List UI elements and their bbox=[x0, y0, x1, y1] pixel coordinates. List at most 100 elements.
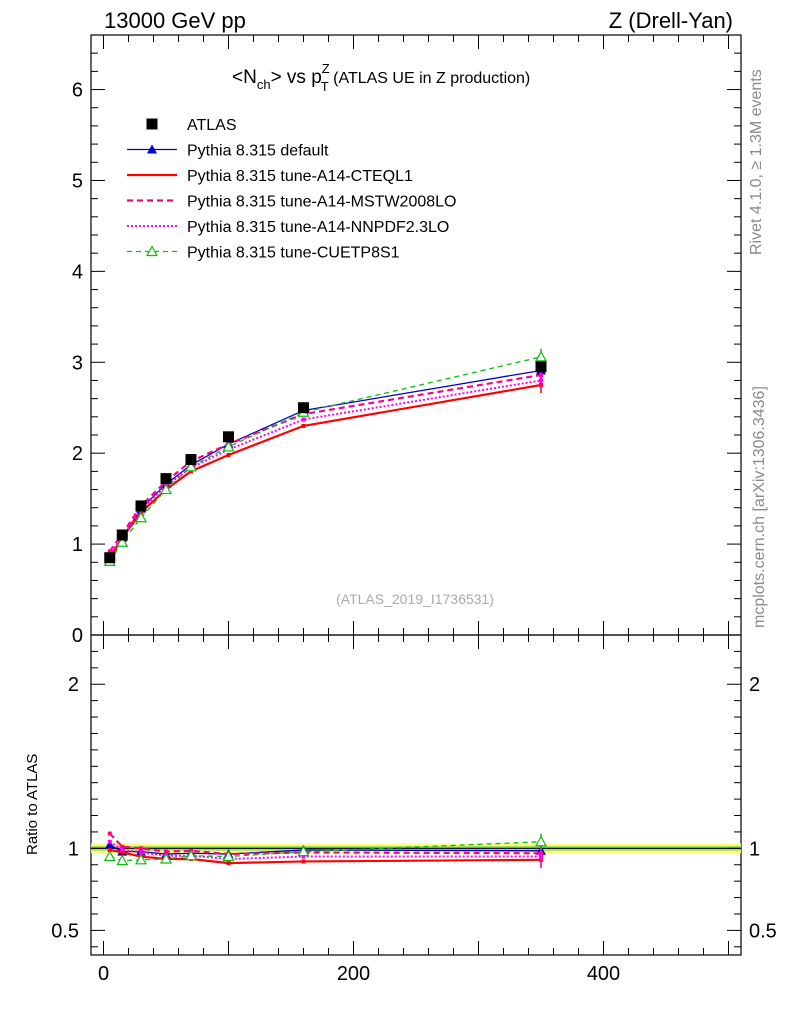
point-cteql1 bbox=[301, 423, 306, 428]
ratio-point-cuetp8s1 bbox=[534, 835, 548, 847]
legend-entry-cteql1: Pythia 8.315 tune-A14-CTEQL1 bbox=[127, 168, 413, 185]
ratio-point-nnpdf bbox=[107, 839, 112, 844]
legend-marker-cuetp8s1 bbox=[145, 245, 159, 257]
point-nnpdf bbox=[539, 378, 543, 383]
mcplots-label: mcplots.cern.ch [arXiv:1306.3436] bbox=[751, 386, 768, 628]
plot-title-b: > vs p bbox=[271, 67, 322, 88]
ratio-y-tick-label-right: 0.5 bbox=[749, 920, 777, 942]
ratio-point-mstw bbox=[120, 844, 125, 849]
point-cuetp8s1 bbox=[184, 460, 198, 472]
ratio-point-mstw bbox=[139, 846, 143, 851]
point-mstw bbox=[107, 549, 112, 554]
legend-entry-default: Pythia 8.315 default bbox=[127, 143, 329, 160]
ratio-point-cteql1 bbox=[301, 859, 306, 864]
point-data bbox=[223, 431, 234, 443]
main-y-tick-label: 3 bbox=[72, 352, 83, 374]
point-cuetp8s1 bbox=[134, 511, 148, 523]
ratio-point-mstw bbox=[107, 831, 112, 836]
point-data bbox=[160, 473, 172, 485]
analysis-watermark: (ATLAS_2019_I1736531) bbox=[336, 591, 494, 607]
main-y-tick-label: 2 bbox=[72, 443, 83, 465]
ratio-line-cuetp8s1 bbox=[109, 841, 542, 862]
header-right: Z (Drell-Yan) bbox=[609, 8, 733, 33]
ratio-point-cuetp8s1 bbox=[116, 854, 129, 866]
main-y-tick-label: 0 bbox=[72, 625, 83, 647]
ratio-point-mstw bbox=[164, 849, 168, 854]
main-y-tick-label: 4 bbox=[72, 261, 83, 283]
ratio-point-cteql1 bbox=[107, 847, 112, 852]
series-cteql1 bbox=[107, 377, 543, 561]
ratio-y-tick-label-right: 1 bbox=[749, 838, 760, 860]
ratio-point-default bbox=[104, 840, 115, 850]
plot-title-a-sub: ch bbox=[257, 77, 271, 92]
point-data bbox=[298, 402, 309, 414]
plot-title: <Nch> vs pZ T (ATLAS UE in Z production) bbox=[232, 61, 530, 94]
point-data bbox=[116, 529, 128, 541]
point-cteql1 bbox=[226, 453, 231, 457]
rivet-version-label: Rivet 4.1.0, ≥ 1.3M events bbox=[748, 69, 765, 255]
legend-label-default: Pythia 8.315 default bbox=[187, 143, 329, 160]
point-data bbox=[104, 552, 116, 564]
main-axes: 0 1 2 3 4 5 6 bbox=[72, 35, 741, 647]
ratio-point-cuetp8s1 bbox=[222, 850, 235, 862]
ratio-series-layer bbox=[103, 831, 548, 868]
ratio-point-cteql1 bbox=[120, 850, 125, 855]
legend-entry-nnpdf: Pythia 8.315 tune-A14-NNPDF2.3LO bbox=[127, 219, 449, 236]
point-cuetp8s1 bbox=[222, 440, 235, 452]
point-cuetp8s1 bbox=[159, 483, 173, 495]
main-y-tick-label: 1 bbox=[72, 534, 83, 556]
ratio-point-cteql1 bbox=[226, 861, 231, 866]
ratio-reference-band bbox=[91, 843, 741, 854]
point-cuetp8s1 bbox=[116, 536, 129, 547]
ratio-point-nnpdf bbox=[139, 850, 143, 855]
ratio-line-default bbox=[109, 844, 542, 855]
point-data bbox=[135, 500, 147, 512]
line-default bbox=[109, 369, 542, 557]
legend-label-cteql1: Pythia 8.315 tune-A14-CTEQL1 bbox=[187, 168, 413, 185]
plot-title-c: (ATLAS UE in Z production) bbox=[329, 70, 531, 87]
ratio-line-mstw bbox=[108, 832, 542, 856]
ratio-point-nnpdf bbox=[301, 854, 306, 859]
series-data bbox=[104, 361, 547, 564]
plot-title-b-sup: Z bbox=[322, 61, 330, 76]
ratio-y-tick-label-right: 2 bbox=[749, 674, 760, 696]
plot-title-a: <N bbox=[232, 67, 257, 88]
series-nnpdf bbox=[107, 372, 543, 557]
ratio-point-cuetp8s1 bbox=[134, 853, 148, 865]
ratio-line-nnpdf bbox=[109, 840, 541, 861]
legend-entry-cuetp8s1: Pythia 8.315 tune-CUETP8S1 bbox=[127, 245, 400, 262]
point-cuetp8s1 bbox=[534, 350, 548, 362]
main-y-tick-label: 5 bbox=[72, 170, 83, 192]
main-y-tick-label: 6 bbox=[72, 80, 83, 102]
ratio-x-tick-label: 400 bbox=[587, 963, 620, 985]
legend-label-data: ATLAS bbox=[187, 117, 237, 134]
ratio-x-tick-label: 200 bbox=[337, 963, 370, 985]
ratio-line-cteql1 bbox=[109, 848, 542, 865]
ratio-point-nnpdf bbox=[539, 854, 543, 859]
ratio-ylabel: Ratio to ATLAS bbox=[24, 754, 41, 855]
ratio-point-nnpdf bbox=[120, 847, 125, 852]
legend-label-cuetp8s1: Pythia 8.315 tune-CUETP8S1 bbox=[187, 245, 400, 262]
legend-marker-data bbox=[146, 118, 158, 130]
ratio-point-cuetp8s1 bbox=[103, 850, 116, 862]
legend-entry-data: ATLAS bbox=[146, 117, 237, 134]
header-left: 13000 GeV pp bbox=[104, 8, 246, 33]
ratio-y-tick-label-left: 2 bbox=[68, 674, 79, 696]
legend-label-mstw: Pythia 8.315 tune-A14-MSTW2008LO bbox=[187, 194, 456, 211]
point-data bbox=[185, 454, 197, 466]
plot-title-b-sub: T bbox=[321, 79, 329, 94]
legend-entry-mstw: Pythia 8.315 tune-A14-MSTW2008LO bbox=[127, 194, 456, 211]
legend-label-nnpdf: Pythia 8.315 tune-A14-NNPDF2.3LO bbox=[187, 219, 449, 236]
ratio-x-tick-label: 0 bbox=[98, 963, 109, 985]
ratio-plot-frame bbox=[90, 634, 742, 956]
ratio-axes: 0.5 0.5 1 1 2 2 0 200 400 bbox=[51, 635, 777, 985]
line-nnpdf bbox=[108, 379, 542, 556]
ratio-y-tick-label-left: 1 bbox=[68, 838, 79, 860]
ratio-point-cuetp8s1 bbox=[159, 852, 173, 864]
line-cuetp8s1 bbox=[109, 356, 542, 562]
ratio-point-cuetp8s1 bbox=[184, 849, 198, 861]
point-nnpdf bbox=[301, 417, 306, 422]
ratio-y-tick-label-left: 0.5 bbox=[51, 920, 79, 942]
main-series-layer bbox=[103, 348, 548, 566]
